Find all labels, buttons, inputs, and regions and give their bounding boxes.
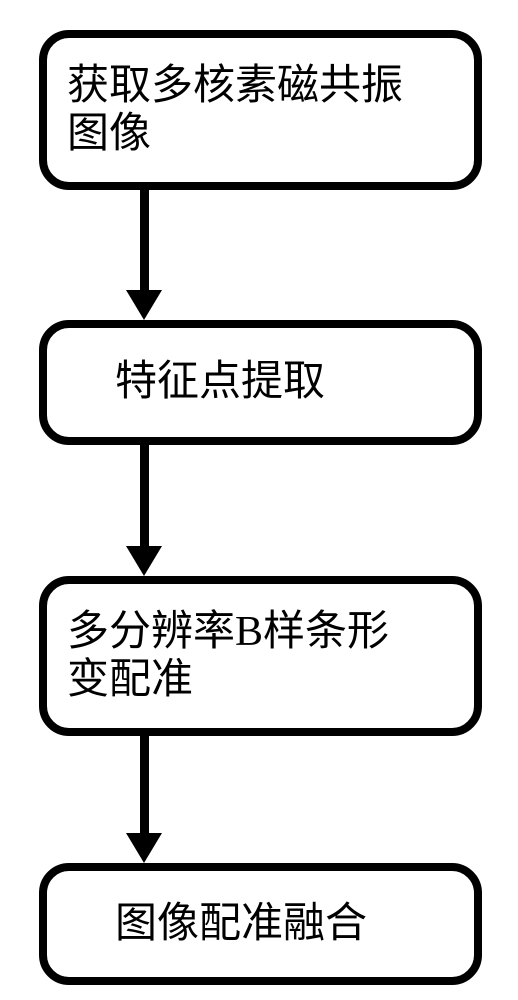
flow-node-acquire: 获取多核素磁共振 图像 <box>39 30 482 190</box>
arrow-line <box>140 736 149 833</box>
text-line: 多分辨率B样条形 <box>67 609 389 655</box>
flow-node-feature: 特征点提取 <box>39 320 482 445</box>
flow-node-label: 图像配准融合 <box>47 900 474 948</box>
text-line: 图像配准融合 <box>115 901 367 947</box>
text-line: 特征点提取 <box>115 359 325 405</box>
arrow-head-icon <box>126 290 162 320</box>
text-line: 获取多核素磁共振 <box>67 63 403 109</box>
flow-node-label: 获取多核素磁共振 图像 <box>47 62 474 159</box>
arrow-head-icon <box>126 546 162 576</box>
flow-node-bspline: 多分辨率B样条形 变配准 <box>39 576 482 736</box>
flow-node-fusion: 图像配准融合 <box>39 863 482 985</box>
flow-node-label: 多分辨率B样条形 变配准 <box>47 608 474 705</box>
flow-node-label: 特征点提取 <box>47 358 474 406</box>
text-line: 变配准 <box>67 657 193 703</box>
arrow-line <box>140 445 149 546</box>
arrow-head-icon <box>126 833 162 863</box>
arrow-line <box>140 190 149 290</box>
text-line: 图像 <box>67 111 151 157</box>
